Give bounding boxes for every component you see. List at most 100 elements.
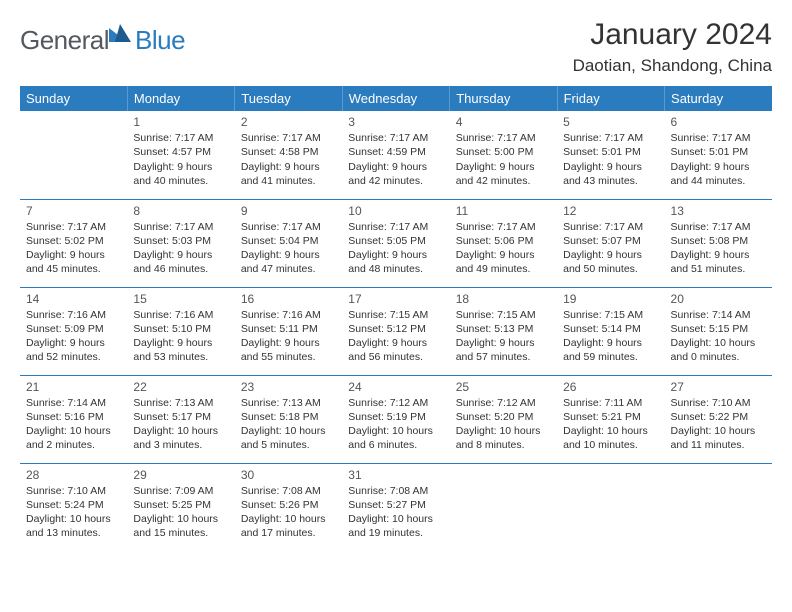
day-number: 8 (133, 203, 228, 219)
day-detail-line: Sunset: 5:12 PM (348, 322, 443, 336)
logo: General Blue (20, 24, 185, 57)
calendar-week-row: 28Sunrise: 7:10 AMSunset: 5:24 PMDayligh… (20, 463, 772, 551)
day-detail-line: Sunrise: 7:15 AM (348, 308, 443, 322)
day-detail-line: and 40 minutes. (133, 174, 228, 188)
day-detail-line: Daylight: 9 hours (26, 336, 121, 350)
calendar-day-cell: 30Sunrise: 7:08 AMSunset: 5:26 PMDayligh… (235, 463, 342, 551)
day-detail-line: Daylight: 9 hours (563, 248, 658, 262)
calendar-day-cell: 6Sunrise: 7:17 AMSunset: 5:01 PMDaylight… (665, 111, 772, 199)
day-detail-line: and 57 minutes. (456, 350, 551, 364)
day-number: 1 (133, 114, 228, 130)
calendar-day-cell: 29Sunrise: 7:09 AMSunset: 5:25 PMDayligh… (127, 463, 234, 551)
day-detail-line: Sunset: 5:24 PM (26, 498, 121, 512)
day-detail-line: Sunset: 4:58 PM (241, 145, 336, 159)
day-detail-line: Daylight: 9 hours (241, 336, 336, 350)
day-detail-line: and 6 minutes. (348, 438, 443, 452)
day-number: 29 (133, 467, 228, 483)
calendar-day-cell: 25Sunrise: 7:12 AMSunset: 5:20 PMDayligh… (450, 375, 557, 463)
day-detail-line: Sunset: 5:18 PM (241, 410, 336, 424)
day-detail-line: and 42 minutes. (456, 174, 551, 188)
day-detail-line: and 44 minutes. (671, 174, 766, 188)
day-number: 19 (563, 291, 658, 307)
calendar-week-row: 1Sunrise: 7:17 AMSunset: 4:57 PMDaylight… (20, 111, 772, 199)
calendar-day-cell: 10Sunrise: 7:17 AMSunset: 5:05 PMDayligh… (342, 199, 449, 287)
day-detail-line: Sunset: 4:59 PM (348, 145, 443, 159)
day-number: 2 (241, 114, 336, 130)
calendar-week-row: 21Sunrise: 7:14 AMSunset: 5:16 PMDayligh… (20, 375, 772, 463)
day-detail-line: Sunset: 5:01 PM (671, 145, 766, 159)
day-number: 22 (133, 379, 228, 395)
day-detail-line: Daylight: 9 hours (671, 160, 766, 174)
day-detail-line: and 50 minutes. (563, 262, 658, 276)
day-detail-line: Sunrise: 7:10 AM (671, 396, 766, 410)
day-detail-line: Sunrise: 7:17 AM (26, 220, 121, 234)
day-number: 28 (26, 467, 121, 483)
day-number: 25 (456, 379, 551, 395)
day-detail-line: Sunrise: 7:17 AM (133, 220, 228, 234)
calendar-week-row: 14Sunrise: 7:16 AMSunset: 5:09 PMDayligh… (20, 287, 772, 375)
day-detail-line: Sunset: 5:01 PM (563, 145, 658, 159)
day-detail-line: Sunrise: 7:17 AM (456, 220, 551, 234)
calendar-day-cell: 12Sunrise: 7:17 AMSunset: 5:07 PMDayligh… (557, 199, 664, 287)
weekday-header: Saturday (665, 86, 772, 111)
day-number: 9 (241, 203, 336, 219)
day-detail-line: Sunrise: 7:08 AM (348, 484, 443, 498)
calendar-day-cell: 20Sunrise: 7:14 AMSunset: 5:15 PMDayligh… (665, 287, 772, 375)
day-detail-line: and 5 minutes. (241, 438, 336, 452)
day-detail-line: Daylight: 10 hours (241, 424, 336, 438)
day-detail-line: Sunrise: 7:17 AM (456, 131, 551, 145)
day-detail-line: Sunrise: 7:08 AM (241, 484, 336, 498)
header: General Blue January 2024 Daotian, Shand… (20, 18, 772, 76)
day-detail-line: Sunrise: 7:17 AM (348, 131, 443, 145)
day-detail-line: Sunset: 5:05 PM (348, 234, 443, 248)
day-detail-line: and 53 minutes. (133, 350, 228, 364)
day-detail-line: Sunrise: 7:17 AM (671, 220, 766, 234)
day-detail-line: and 59 minutes. (563, 350, 658, 364)
calendar-day-cell: 24Sunrise: 7:12 AMSunset: 5:19 PMDayligh… (342, 375, 449, 463)
day-detail-line: Daylight: 9 hours (133, 336, 228, 350)
day-number: 21 (26, 379, 121, 395)
day-detail-line: and 19 minutes. (348, 526, 443, 540)
day-detail-line: and 3 minutes. (133, 438, 228, 452)
day-detail-line: and 49 minutes. (456, 262, 551, 276)
weekday-header-row: Sunday Monday Tuesday Wednesday Thursday… (20, 86, 772, 111)
day-detail-line: Sunset: 5:09 PM (26, 322, 121, 336)
day-detail-line: Daylight: 9 hours (133, 160, 228, 174)
day-detail-line: Sunrise: 7:12 AM (456, 396, 551, 410)
day-number: 31 (348, 467, 443, 483)
day-number: 17 (348, 291, 443, 307)
day-number: 5 (563, 114, 658, 130)
day-detail-line: Daylight: 10 hours (348, 424, 443, 438)
day-detail-line: Sunset: 5:04 PM (241, 234, 336, 248)
calendar-day-cell: 31Sunrise: 7:08 AMSunset: 5:27 PMDayligh… (342, 463, 449, 551)
calendar-day-cell: 16Sunrise: 7:16 AMSunset: 5:11 PMDayligh… (235, 287, 342, 375)
calendar-day-cell: 27Sunrise: 7:10 AMSunset: 5:22 PMDayligh… (665, 375, 772, 463)
day-detail-line: Sunrise: 7:13 AM (241, 396, 336, 410)
logo-text-blue: Blue (135, 25, 185, 56)
day-detail-line: Daylight: 9 hours (26, 248, 121, 262)
calendar-day-cell: 26Sunrise: 7:11 AMSunset: 5:21 PMDayligh… (557, 375, 664, 463)
day-detail-line: Daylight: 10 hours (456, 424, 551, 438)
day-detail-line: and 55 minutes. (241, 350, 336, 364)
day-detail-line: Daylight: 9 hours (348, 248, 443, 262)
weekday-header: Monday (127, 86, 234, 111)
day-detail-line: Daylight: 9 hours (133, 248, 228, 262)
calendar-day-cell: 13Sunrise: 7:17 AMSunset: 5:08 PMDayligh… (665, 199, 772, 287)
day-detail-line: Sunset: 5:15 PM (671, 322, 766, 336)
day-number: 15 (133, 291, 228, 307)
day-detail-line: and 47 minutes. (241, 262, 336, 276)
day-number: 23 (241, 379, 336, 395)
day-detail-line: and 10 minutes. (563, 438, 658, 452)
calendar-day-cell: 9Sunrise: 7:17 AMSunset: 5:04 PMDaylight… (235, 199, 342, 287)
calendar-day-cell: 17Sunrise: 7:15 AMSunset: 5:12 PMDayligh… (342, 287, 449, 375)
day-detail-line: and 52 minutes. (26, 350, 121, 364)
day-detail-line: Sunset: 5:11 PM (241, 322, 336, 336)
title-block: January 2024 Daotian, Shandong, China (573, 18, 772, 76)
day-detail-line: Sunset: 4:57 PM (133, 145, 228, 159)
day-detail-line: Sunset: 5:25 PM (133, 498, 228, 512)
day-detail-line: and 0 minutes. (671, 350, 766, 364)
day-number: 14 (26, 291, 121, 307)
day-detail-line: and 56 minutes. (348, 350, 443, 364)
day-number: 12 (563, 203, 658, 219)
day-detail-line: Daylight: 9 hours (563, 160, 658, 174)
